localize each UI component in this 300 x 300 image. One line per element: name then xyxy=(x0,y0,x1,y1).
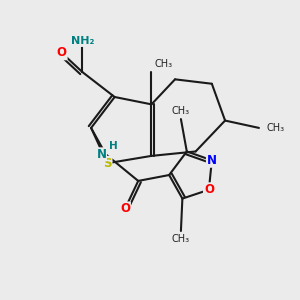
Text: N: N xyxy=(207,154,217,167)
Text: N: N xyxy=(96,148,106,161)
Text: CH₃: CH₃ xyxy=(154,59,172,69)
Text: H: H xyxy=(109,141,118,151)
Text: S: S xyxy=(103,157,112,170)
Text: CH₃: CH₃ xyxy=(172,234,190,244)
Text: NH₂: NH₂ xyxy=(70,36,94,46)
Text: CH₃: CH₃ xyxy=(266,123,284,133)
Text: O: O xyxy=(204,183,214,196)
Text: O: O xyxy=(120,202,130,215)
Text: CH₃: CH₃ xyxy=(172,106,190,116)
Text: O: O xyxy=(57,46,67,59)
